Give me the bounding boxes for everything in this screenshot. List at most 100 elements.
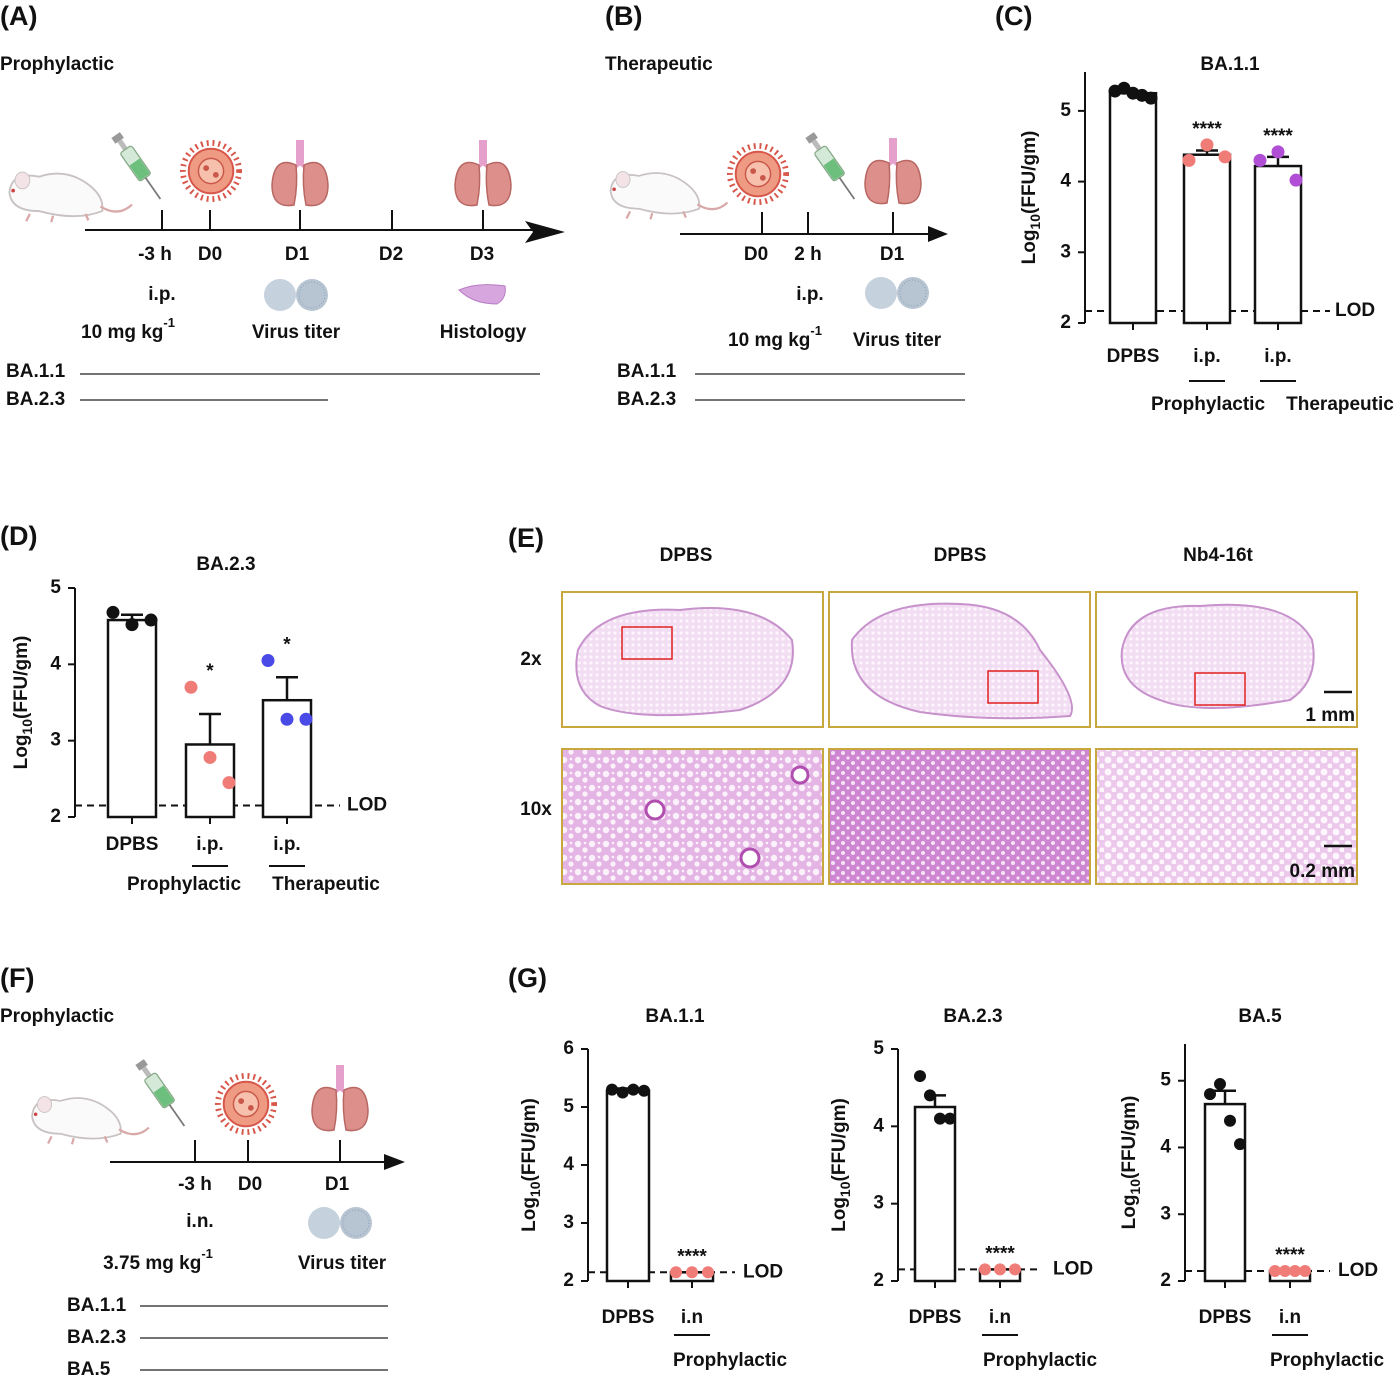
plate-icon [864,276,930,310]
x-tick-label: i.p. [273,834,300,855]
data-point [702,1266,714,1279]
data-point [222,776,236,790]
timeline-arrow [928,226,948,242]
y-tick-label: 6 [563,1038,574,1059]
data-point [299,712,313,726]
column-header: Nb4-16t [1183,545,1253,566]
chart-title: BA.2.3 [943,1006,1002,1027]
readout: Virus titer [853,330,942,351]
chart-title: BA.5 [1238,1006,1282,1027]
plate-icon [263,278,329,312]
y-tick-label: 5 [1060,100,1071,121]
y-tick-label: 4 [50,653,61,674]
data-point [1200,138,1214,152]
readout: Virus titer [252,322,341,343]
group-label: Prophylactic [127,874,241,895]
scale-label: 0.2 mm [1290,861,1355,882]
y-tick-label: 3 [1160,1203,1171,1224]
timeline-arrow [384,1154,405,1170]
readout: Virus titer [298,1253,387,1274]
y-tick-label: 5 [1160,1070,1171,1091]
data-point [1234,1138,1246,1151]
dose: 3.75 mg kg-1 [103,1246,213,1274]
data-point [924,1089,936,1102]
y-axis-label: Log10(FFU/gm) [11,636,35,770]
lod-label: LOD [1338,1260,1378,1281]
y-label-sub: 10 [1127,1179,1143,1195]
data-point [1182,153,1196,167]
time-label: D0 [238,1174,262,1195]
strain: BA.2.3 [617,389,676,410]
virus-icon [218,1076,274,1132]
data-point [1009,1263,1021,1276]
rat-icon [609,170,729,221]
virus-icon [183,143,239,199]
x-tick-label: i.n [1279,1307,1301,1328]
lung-icon [270,138,330,208]
data-point [144,613,158,627]
chart-title: BA.2.3 [196,554,255,575]
timeline-ticks [161,210,484,230]
group-label: Prophylactic [1270,1350,1384,1371]
timeline-ticks [761,212,894,234]
data-point [914,1070,926,1083]
significance: * [283,635,291,656]
time-label: D0 [744,244,768,265]
strain: BA.1.1 [67,1295,127,1316]
significance: **** [677,1246,707,1267]
plate-icon [307,1206,373,1240]
y-label-part: (FFU/gm) [1019,131,1040,214]
y-axis-label: Log10(FFU/gm) [519,1098,543,1232]
lung-icon [310,1063,370,1133]
data-point [1144,91,1158,105]
strain: BA.5 [67,1359,111,1379]
data-point [1289,173,1303,187]
column-header: DPBS [660,545,713,566]
time-label: D0 [198,244,222,265]
syringe-icon [132,1057,192,1131]
bar [1182,153,1232,325]
dose: 10 mg kg-1 [728,323,822,351]
data-point [686,1266,698,1279]
y-label-part: (FFU/gm) [1119,1096,1140,1179]
lung-icon [453,138,513,208]
y-tick-label: 2 [1160,1270,1171,1291]
strain: BA.1.1 [617,361,677,382]
y-tick-label: 2 [50,806,61,827]
y-tick-label: 5 [563,1096,574,1117]
panel-label: (G) [508,963,547,993]
data-point [638,1084,650,1097]
scale-label: 1 mm [1305,705,1355,726]
bar [106,618,158,819]
y-label-part: Log [1019,230,1040,265]
row-label: 2x [520,649,542,670]
y-tick-label: 4 [1160,1136,1171,1157]
bar [1253,164,1303,325]
x-tick-label: i.n [989,1307,1011,1328]
y-label-part: Log [519,1197,540,1232]
timeline-arrow [525,221,565,243]
x-tick-label: i.p. [1193,346,1220,367]
y-tick-label: 4 [1060,171,1071,192]
route: i.p. [148,284,175,305]
time-label: D1 [325,1174,350,1195]
y-tick-label: 3 [50,730,61,751]
y-label-sub: 10 [1027,214,1043,230]
histology-icon [458,284,506,305]
lung-icon [863,136,923,206]
panel-label: (B) [605,1,642,31]
y-label-part: (FFU/gm) [519,1098,540,1181]
column-header: DPBS [934,545,987,566]
y-tick-label: 2 [563,1270,574,1291]
x-tick-label: DPBS [909,1307,962,1328]
x-tick-label: i.n [681,1307,703,1328]
chart-title: BA.1.1 [645,1006,705,1027]
y-tick-label: 4 [563,1154,574,1175]
panel-title: Prophylactic [0,1006,114,1027]
y-tick-label: 3 [1060,241,1071,262]
data-point [944,1112,956,1125]
y-tick-label: 3 [873,1193,884,1214]
y-tick-label: 5 [50,577,61,598]
y-label-part: (FFU/gm) [11,636,32,719]
data-point [606,1083,618,1096]
